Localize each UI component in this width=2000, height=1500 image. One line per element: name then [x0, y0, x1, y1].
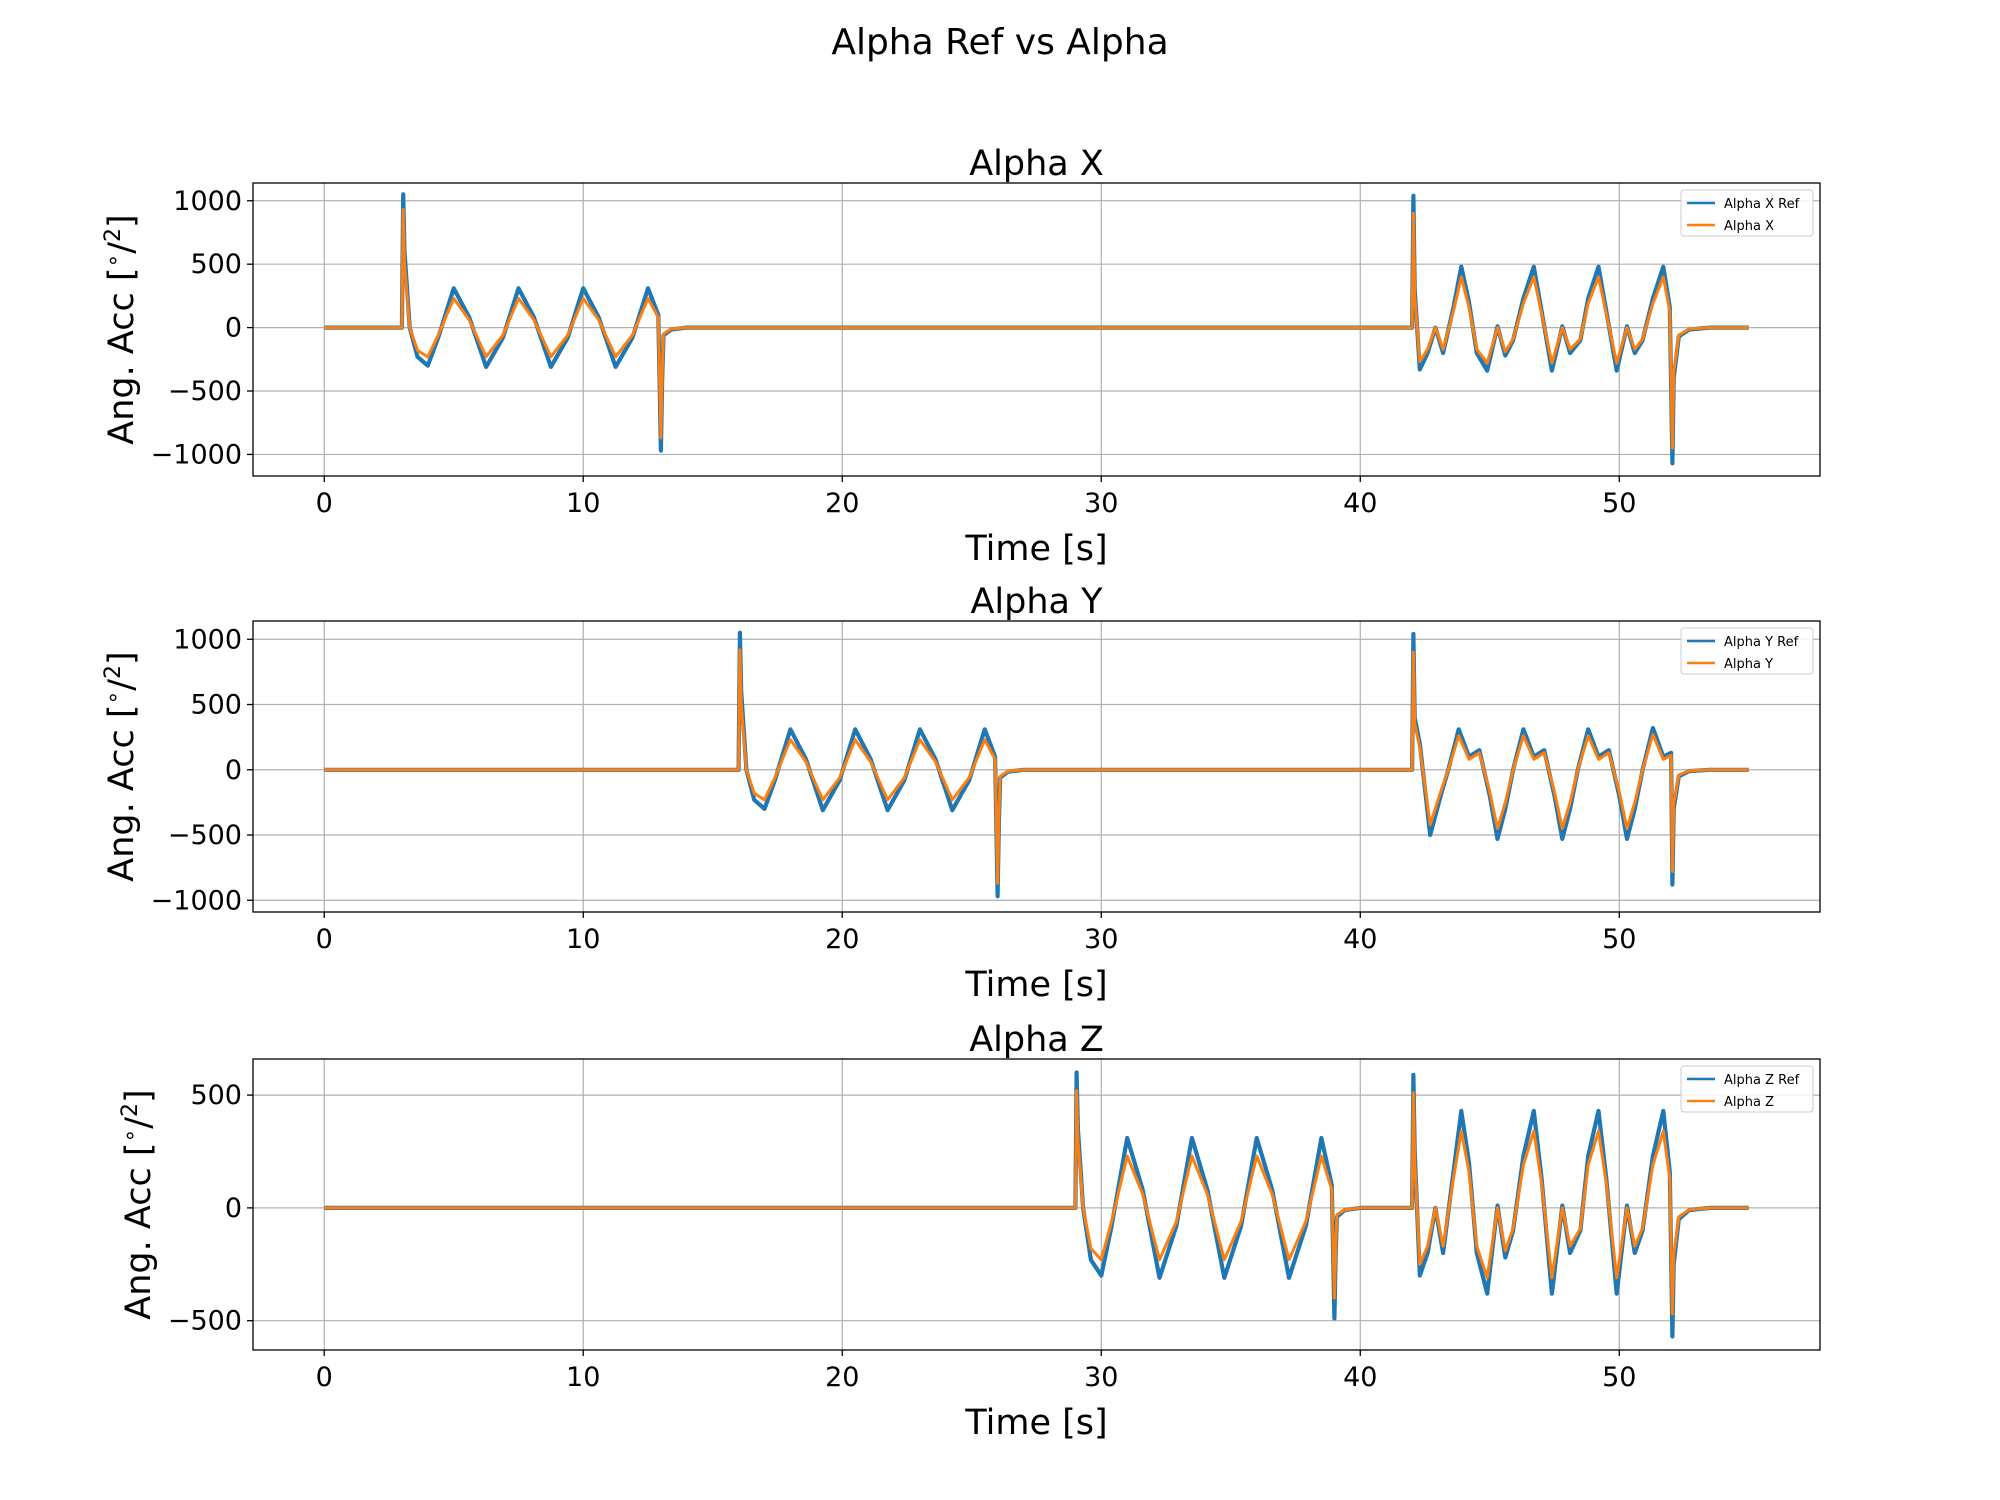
subplot-title: Alpha X — [969, 144, 1104, 184]
y-axis-label: Ang. Acc [∘/2] — [101, 214, 142, 444]
legend-label: Alpha X — [1724, 219, 1774, 234]
y-tick-label: −500 — [168, 1306, 242, 1337]
y-tick-label: −1000 — [151, 439, 242, 470]
axes-frame — [252, 1058, 1821, 1351]
legend-label: Alpha X Ref — [1724, 197, 1800, 212]
y-label-sup: 2 — [118, 1103, 143, 1117]
x-tick-label: 0 — [316, 1362, 333, 1393]
subplot-title: Alpha Z — [969, 1020, 1104, 1060]
subplot-1: 0 10 20 30 40 50 −1000 −500 0 500 1000 Alpha X Time … — [101, 144, 1821, 569]
x-tick-label: 0 — [316, 488, 333, 519]
y-label-degree: ∘ — [101, 691, 126, 705]
y-label-degree: ∘ — [101, 254, 126, 268]
x-tick-label: 40 — [1343, 924, 1377, 955]
subplot-2: 0 10 20 30 40 50 −1000 −500 0 500 1000 Alpha Y Time … — [101, 582, 1821, 1005]
y-tick-label: −500 — [168, 376, 242, 407]
y-label-main: Ang. Acc [ — [102, 705, 142, 882]
x-axis-label: Time [s] — [964, 1403, 1107, 1443]
y-axis-label: Ang. Acc [∘/2] — [118, 1089, 159, 1319]
x-tick-label: 30 — [1084, 488, 1118, 519]
x-tick-label: 50 — [1602, 488, 1636, 519]
x-axis-label: Time [s] — [964, 965, 1107, 1005]
x-tick-label: 0 — [316, 924, 333, 955]
y-label-slash: / — [102, 679, 142, 691]
subplot-3: 0 10 20 30 40 50 −500 0 500 Alpha Z Time [s] Ang. A… — [118, 1020, 1821, 1443]
y-tick-label: 0 — [225, 1193, 242, 1224]
y-label-sup: 2 — [101, 665, 126, 679]
y-tick-label: 1000 — [173, 186, 242, 217]
x-tick-label: 30 — [1084, 924, 1118, 955]
y-label-degree: ∘ — [118, 1129, 143, 1143]
y-label-main: Ang. Acc [ — [119, 1143, 159, 1320]
y-tick-label: 500 — [190, 1080, 242, 1111]
legend-label: Alpha Y — [1724, 657, 1773, 672]
y-tick-label: 500 — [190, 690, 242, 721]
y-label-main: Ang. Acc [ — [102, 268, 142, 445]
subplot-title: Alpha Y — [970, 582, 1103, 622]
y-axis-label: Ang. Acc [∘/2] — [101, 651, 142, 881]
legend-label: Alpha Z — [1724, 1095, 1774, 1110]
legend-label: Alpha Y Ref — [1724, 635, 1799, 650]
y-label-sup: 2 — [101, 228, 126, 242]
x-tick-label: 10 — [566, 924, 600, 955]
series-line-actual — [324, 648, 1749, 885]
x-tick-label: 20 — [825, 924, 859, 955]
y-tick-label: 0 — [225, 755, 242, 786]
y-tick-label: 500 — [190, 249, 242, 280]
x-tick-label: 40 — [1343, 488, 1377, 519]
x-tick-label: 10 — [566, 1362, 600, 1393]
x-axis-label: Time [s] — [964, 529, 1107, 569]
y-label-tail: ] — [102, 651, 142, 665]
series-line-ref — [324, 630, 1749, 899]
y-label-tail: ] — [119, 1089, 159, 1103]
axes-frame — [252, 620, 1821, 913]
x-tick-label: 40 — [1343, 1362, 1377, 1393]
series-line-actual — [324, 1089, 1749, 1316]
y-tick-label: 1000 — [173, 624, 242, 655]
x-tick-label: 20 — [825, 1362, 859, 1393]
legend-label: Alpha Z Ref — [1724, 1073, 1800, 1088]
series-line-ref — [324, 1070, 1749, 1339]
x-tick-label: 50 — [1602, 924, 1636, 955]
figure-title: Alpha Ref vs Alpha — [831, 22, 1169, 63]
y-label-slash: / — [102, 242, 142, 254]
y-label-tail: ] — [102, 214, 142, 228]
y-tick-label: −500 — [168, 820, 242, 851]
x-tick-label: 10 — [566, 488, 600, 519]
x-tick-label: 50 — [1602, 1362, 1636, 1393]
y-tick-label: 0 — [225, 313, 242, 344]
y-label-slash: / — [119, 1117, 159, 1129]
series-line-actual — [324, 208, 1749, 450]
axes-frame — [252, 182, 1821, 477]
x-tick-label: 20 — [825, 488, 859, 519]
y-tick-label: −1000 — [151, 885, 242, 916]
x-tick-label: 30 — [1084, 1362, 1118, 1393]
